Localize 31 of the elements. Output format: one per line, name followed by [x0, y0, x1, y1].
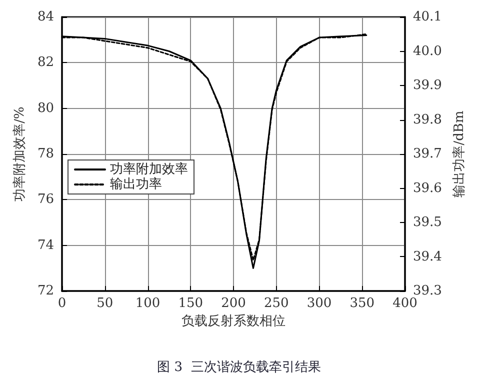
y2-tick-label: 39.6 [413, 180, 442, 196]
y-tick-label: 80 [37, 100, 54, 116]
y2-tick-label: 40.1 [413, 10, 442, 24]
x-tick-label: 400 [392, 296, 418, 311]
y2-tick-label: 39.5 [413, 215, 442, 230]
y2-tick-label: 39.8 [413, 112, 442, 128]
x-tick-label: 350 [350, 296, 375, 311]
x-tick-label: 150 [178, 296, 204, 311]
y2-tick-label: 39.7 [413, 146, 442, 162]
y-tick-label: 74 [37, 238, 54, 253]
x-tick-label: 300 [306, 296, 332, 311]
x-axis-title: 负载反射系数相位 [182, 314, 286, 329]
text: 图 3 三次谐波负载牵引结果 [157, 360, 321, 375]
y-tick-label: 72 [37, 284, 54, 298]
legend-label: 功率附加效率 [110, 161, 188, 177]
y2-axis-title: 输出功率/dBm [450, 110, 467, 198]
x-tick-label: 200 [221, 296, 246, 311]
x-tick-label: 50 [96, 296, 114, 311]
x-tick-label: 0 [58, 296, 66, 311]
y-axis-title: 功率附加效率/% [12, 106, 28, 202]
y-tick-label: 78 [37, 146, 54, 162]
y2-tick-label: 39.9 [413, 78, 442, 93]
y2-tick-label: 39.3 [413, 284, 442, 298]
y-tick-label: 76 [37, 192, 54, 208]
x-tick-label: 100 [135, 296, 160, 311]
x-tick-label: 250 [264, 296, 289, 311]
y-tick-label: 84 [37, 10, 54, 24]
y-tick-label: 82 [37, 55, 54, 70]
y2-tick-label: 40.0 [413, 44, 442, 59]
legend-label: 输出功率 [110, 176, 162, 192]
y2-tick-label: 39.4 [413, 249, 442, 264]
